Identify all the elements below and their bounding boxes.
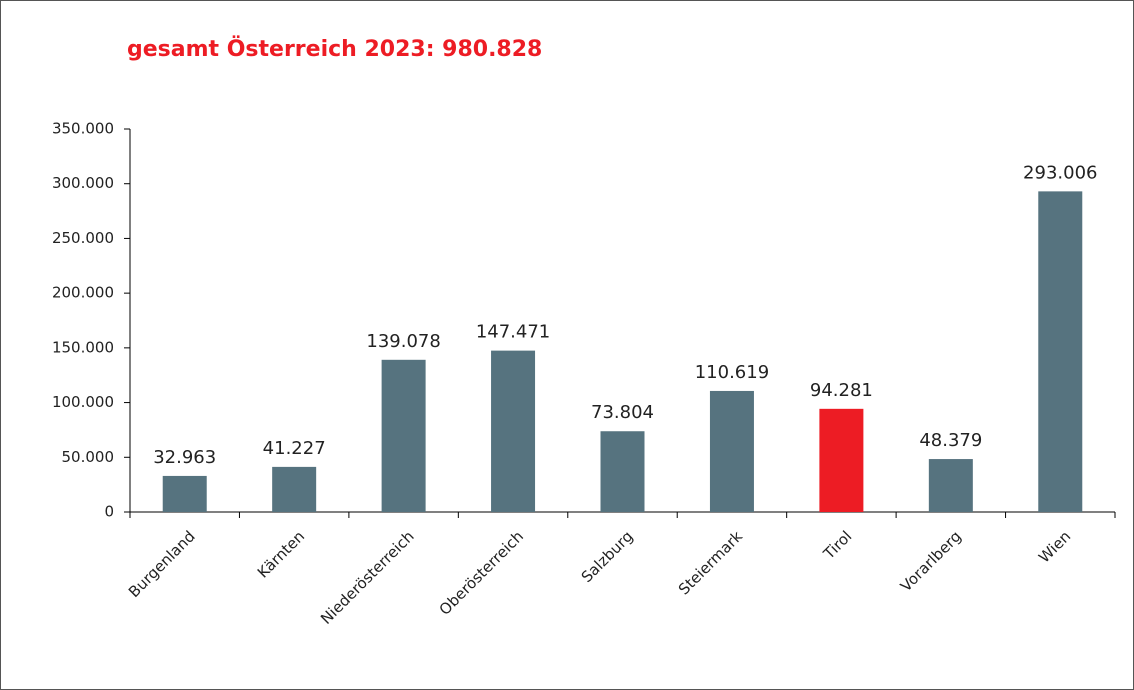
bar: [600, 431, 645, 512]
y-tick-label: 100.000: [52, 393, 114, 411]
y-tick-label: 250.000: [52, 229, 114, 247]
bar: [162, 475, 207, 512]
bar: [272, 466, 317, 512]
data-label: 94.281: [810, 380, 873, 401]
bar: [381, 359, 426, 512]
bar: [928, 459, 973, 512]
y-tick-label: 200.000: [52, 284, 114, 302]
bar: [491, 350, 536, 512]
data-label: 139.078: [366, 331, 440, 352]
y-tick-label: 150.000: [52, 338, 114, 356]
data-label: 147.471: [476, 322, 550, 343]
y-tick-label: 0: [104, 503, 114, 521]
data-label: 48.379: [919, 430, 982, 451]
data-label: 41.227: [263, 438, 326, 459]
bar: [1038, 191, 1083, 512]
bar: [819, 408, 864, 512]
y-tick-label: 50.000: [62, 448, 115, 466]
data-label: 32.963: [153, 447, 216, 468]
bar: [709, 390, 754, 512]
chart-title: gesamt Österreich 2023: 980.828: [127, 36, 542, 62]
y-tick-label: 300.000: [52, 174, 114, 192]
y-tick-label: 350.000: [52, 120, 114, 138]
data-label: 73.804: [591, 402, 654, 423]
data-label: 110.619: [695, 362, 769, 383]
data-label: 293.006: [1023, 162, 1097, 183]
